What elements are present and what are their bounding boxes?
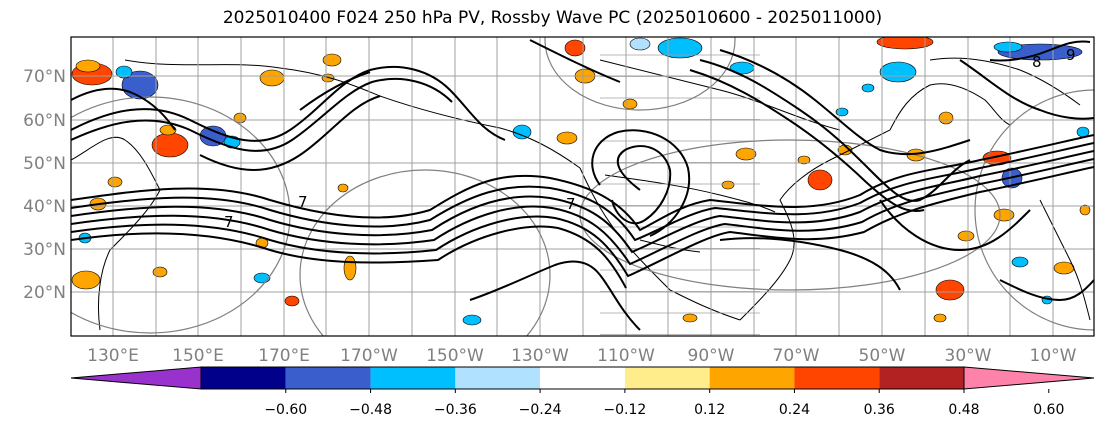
contour-labels: 7 7 7 8 9 <box>224 46 1076 231</box>
longitude-label: 150°W <box>426 346 484 366</box>
colorbar-segment <box>624 367 710 389</box>
colorbar-label: −0.60 <box>264 402 307 418</box>
latitude-label: 70°N <box>23 67 66 87</box>
map-title: 2025010400 F024 250 hPa PV, Rossby Wave … <box>222 8 883 28</box>
colorbar-segment <box>285 367 371 389</box>
latitude-label: 50°N <box>23 154 66 174</box>
longitude-label: 90°W <box>688 346 735 366</box>
colorbar-label: −0.24 <box>519 402 562 418</box>
colorbar <box>70 366 1095 390</box>
colorbar-label: 0.48 <box>948 402 979 418</box>
longitude-labels: 130°E 150°E 170°E 170°W 150°W 130°W 110°W 90°W 7… <box>87 346 1077 366</box>
colorbar-segment <box>455 367 541 389</box>
graticule <box>71 37 1094 336</box>
longitude-label: 130°E <box>87 346 139 366</box>
contour-label: 9 <box>1066 46 1076 64</box>
colorbar-segment <box>540 367 625 389</box>
colorbar-label: −0.36 <box>434 402 477 418</box>
longitude-label: 170°W <box>340 346 398 366</box>
colorbar-label: 0.24 <box>779 402 810 418</box>
wave-circles <box>71 37 1094 336</box>
longitude-label: 170°E <box>258 346 310 366</box>
pv-contours <box>71 39 1094 331</box>
latitude-label: 20°N <box>23 283 66 303</box>
colorbar-label: 0.60 <box>1033 402 1064 418</box>
colorbar-extend-high <box>963 366 1095 390</box>
contour-label: 8 <box>1032 53 1042 71</box>
pv-anomaly-patches <box>71 37 1091 326</box>
colorbar-label: −0.12 <box>603 402 646 418</box>
latitude-labels: 70°N 60°N 50°N 40°N 30°N 20°N <box>23 67 66 303</box>
longitude-label: 30°W <box>945 346 992 366</box>
colorbar-segment <box>370 367 456 389</box>
longitude-label: 130°W <box>511 346 569 366</box>
colorbar-label: 0.36 <box>864 402 895 418</box>
colorbar-segment <box>709 367 795 389</box>
map-frame <box>70 36 1095 337</box>
longitude-label: 150°E <box>172 346 224 366</box>
longitude-label: 70°W <box>773 346 820 366</box>
colorbar-segment <box>201 367 286 389</box>
colorbar-extend-low <box>70 366 202 390</box>
contour-label: 7 <box>224 213 234 231</box>
colorbar-labels: −0.60 −0.48 −0.36 −0.24 −0.12 0.12 0.24 0.36 0.4… <box>264 389 1064 418</box>
latitude-label: 60°N <box>23 111 66 131</box>
longitude-label: 50°W <box>859 346 906 366</box>
colorbar-outline <box>200 366 965 390</box>
contour-label: 7 <box>298 193 308 211</box>
longitude-label: 10°W <box>1030 346 1077 366</box>
colorbar-segment <box>879 367 964 389</box>
contour-label: 7 <box>566 195 576 213</box>
latitude-label: 30°N <box>23 240 66 260</box>
latitude-label: 40°N <box>23 197 66 217</box>
colorbar-label: 0.12 <box>694 402 725 418</box>
colorbar-segment <box>794 367 880 389</box>
longitude-label: 110°W <box>597 346 655 366</box>
colorbar-label: −0.48 <box>349 402 392 418</box>
